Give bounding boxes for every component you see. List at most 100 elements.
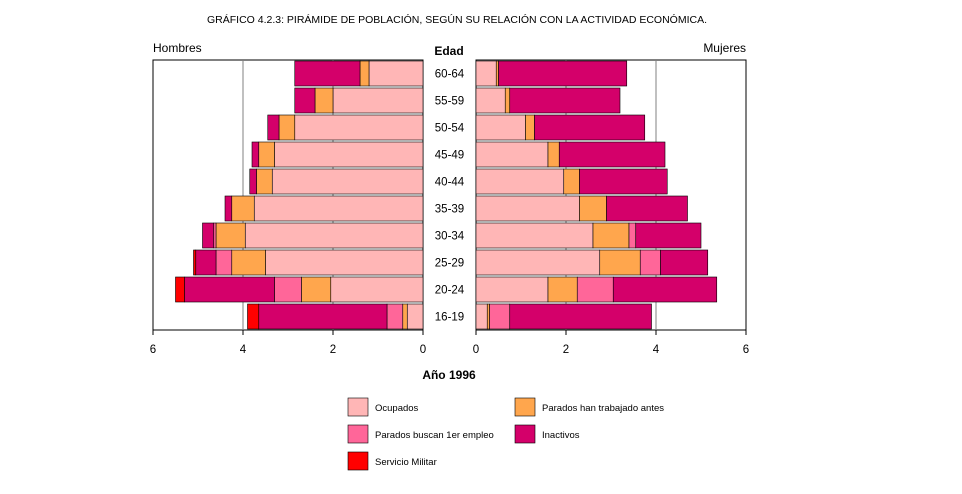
bar-hombres-60-64-s3 [294, 60, 361, 87]
bar-mujeres-25-29-s3 [660, 249, 709, 276]
bar-mujeres-35-39-s3 [606, 195, 688, 222]
bar-hombres-25-29-s3 [195, 249, 217, 276]
bar-hombres-35-39-s0 [253, 195, 424, 222]
bar-hombres-40-44-s1 [256, 168, 273, 195]
bar-hombres-45-49-s1 [258, 141, 275, 168]
bar-mujeres-16-19-s2 [489, 303, 511, 330]
mujeres-label: Mujeres [703, 41, 746, 55]
bar-hombres-30-34-s0 [244, 222, 424, 249]
x-axis-title: Año 1996 [422, 368, 476, 382]
bar-mujeres-30-34-s2 [628, 222, 637, 249]
bar-hombres-30-34-s1 [215, 222, 246, 249]
bar-mujeres-45-49-s1 [547, 141, 560, 168]
bar-mujeres-55-59-s3 [509, 87, 621, 114]
bar-hombres-60-64-s1 [359, 60, 370, 87]
age-label: 20-24 [435, 285, 465, 297]
bar-hombres-40-44-s3 [249, 168, 257, 195]
bar-hombres-35-39-s1 [231, 195, 255, 222]
bar-hombres-16-19-s2 [386, 303, 404, 330]
bar-mujeres-40-44-s3 [579, 168, 668, 195]
bar-mujeres-35-39-s0 [475, 195, 580, 222]
bar-hombres-25-29-s4 [193, 249, 197, 276]
age-label: 45-49 [435, 150, 464, 162]
edad-label: Edad [434, 44, 463, 58]
bar-mujeres-60-64-s1 [495, 60, 499, 87]
age-label: 25-29 [435, 258, 464, 270]
bar-hombres-50-54-s1 [278, 114, 296, 141]
tick-label-right: 2 [563, 344, 569, 356]
bar-hombres-20-24-s4 [175, 276, 185, 303]
bar-mujeres-16-19-s1 [486, 303, 490, 330]
legend-swatch [514, 397, 536, 417]
tick-label-right: 4 [653, 344, 660, 356]
bar-mujeres-30-34-s3 [635, 222, 702, 249]
age-label: 16-19 [435, 312, 464, 324]
bar-mujeres-60-64-s3 [498, 60, 628, 87]
bar-hombres-30-34-s2 [213, 222, 217, 249]
bar-mujeres-55-59-s0 [475, 87, 506, 114]
legend-swatch [514, 424, 536, 444]
bar-mujeres-25-29-s2 [639, 249, 661, 276]
bar-hombres-25-29-s0 [265, 249, 424, 276]
tick-label-left: 6 [150, 344, 156, 356]
legend: Ocupados Parados han trabajado antes Parad… [347, 397, 664, 471]
tick-label-left: 2 [330, 344, 336, 356]
bar-hombres-35-39-s3 [224, 195, 233, 222]
bar-mujeres-45-49-s3 [558, 141, 666, 168]
legend-label: Parados han trabajado antes [542, 403, 664, 414]
age-labels: 60-64 55-59 50-54 45-49 40-44 35-39 30-34 25-29… [435, 69, 465, 324]
bar-mujeres-20-24-s3 [612, 276, 718, 303]
bar-hombres-20-24-s1 [301, 276, 332, 303]
bar-mujeres-35-39-s1 [579, 195, 607, 222]
bar-mujeres-50-54-s3 [534, 114, 646, 141]
bar-hombres-50-54-s3 [267, 114, 280, 141]
bar-mujeres-45-49-s0 [475, 141, 549, 168]
bar-mujeres-16-19-s0 [475, 303, 488, 330]
bar-hombres-45-49-s0 [274, 141, 424, 168]
bar-mujeres-40-44-s1 [563, 168, 580, 195]
bar-mujeres-20-24-s0 [475, 276, 549, 303]
bar-hombres-16-19-s0 [406, 303, 424, 330]
bar-hombres-25-29-s2 [215, 249, 233, 276]
age-label: 60-64 [435, 69, 465, 81]
hombres-label: Hombres [153, 41, 202, 55]
legend-swatch [347, 451, 369, 471]
legend-label: Inactivos [542, 430, 580, 441]
bar-hombres-25-29-s1 [231, 249, 266, 276]
legend-label: Servicio Militar [375, 457, 437, 468]
tick-label-right: 6 [743, 344, 749, 356]
bar-mujeres-55-59-s1 [504, 87, 511, 114]
bar-mujeres-30-34-s0 [475, 222, 594, 249]
age-label: 30-34 [435, 231, 465, 243]
bar-mujeres-50-54-s1 [525, 114, 535, 141]
x-axis-ticks: 0 0 2 2 4 4 6 6 [150, 330, 749, 356]
age-label: 50-54 [435, 123, 465, 135]
bar-hombres-16-19-s4 [247, 303, 260, 330]
legend-swatch [347, 424, 369, 444]
bar-mujeres-30-34-s1 [592, 222, 630, 249]
age-label: 55-59 [435, 96, 464, 108]
chart-title: GRÁFICO 4.2.3: PIRÁMIDE DE POBLACIÓN, SE… [207, 13, 707, 26]
bar-hombres-45-49-s3 [251, 141, 260, 168]
bar-hombres-20-24-s2 [274, 276, 302, 303]
bar-hombres-55-59-s1 [314, 87, 334, 114]
bar-hombres-16-19-s3 [258, 303, 388, 330]
bar-hombres-55-59-s0 [332, 87, 424, 114]
bar-mujeres-40-44-s0 [475, 168, 565, 195]
bar-mujeres-20-24-s2 [576, 276, 614, 303]
bar-hombres-20-24-s3 [184, 276, 275, 303]
bar-hombres-30-34-s3 [202, 222, 215, 249]
legend-swatch [347, 397, 369, 417]
age-label: 35-39 [435, 204, 464, 216]
bar-mujeres-50-54-s0 [475, 114, 526, 141]
bar-mujeres-16-19-s3 [509, 303, 652, 330]
bar-hombres-60-64-s0 [368, 60, 424, 87]
tick-label-right: 0 [473, 344, 479, 356]
bars [175, 60, 718, 330]
bar-hombres-50-54-s0 [294, 114, 424, 141]
bar-mujeres-25-29-s0 [475, 249, 601, 276]
bar-hombres-40-44-s0 [271, 168, 424, 195]
bar-hombres-16-19-s1 [402, 303, 408, 330]
legend-label: Ocupados [375, 403, 419, 414]
